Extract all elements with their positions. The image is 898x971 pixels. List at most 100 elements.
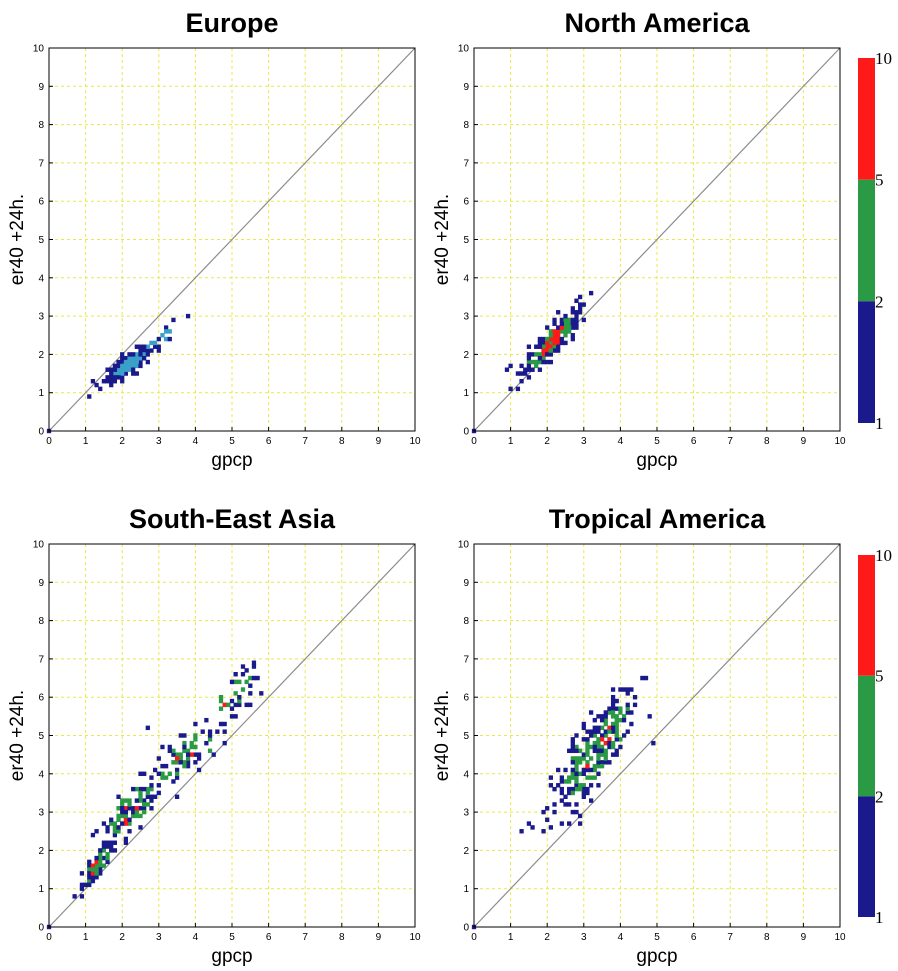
heatmap-cell bbox=[596, 737, 601, 742]
heatmap-cell bbox=[138, 344, 143, 349]
heatmap-cell bbox=[171, 317, 176, 323]
heatmap-cell bbox=[552, 348, 557, 353]
heatmap-cell bbox=[596, 783, 601, 788]
heatmap-cell bbox=[160, 763, 165, 769]
heatmap-cell bbox=[123, 821, 128, 826]
heatmap-cell bbox=[647, 714, 652, 719]
y-axis-label: er40 +24h. bbox=[432, 194, 453, 285]
heatmap-cell bbox=[182, 748, 187, 754]
heatmap-cell bbox=[145, 348, 150, 353]
heatmap-cell bbox=[578, 821, 583, 826]
heatmap-cell bbox=[182, 763, 187, 769]
heatmap-cell bbox=[185, 748, 191, 754]
heatmap-cell bbox=[233, 679, 238, 685]
heatmap-cell bbox=[131, 786, 136, 792]
heatmap-cell bbox=[578, 306, 583, 311]
heatmap-cell bbox=[120, 821, 125, 826]
heatmap-cell bbox=[643, 675, 649, 681]
heatmap-cell bbox=[596, 756, 601, 761]
heatmap-cell bbox=[90, 863, 96, 868]
ticks: 0 1 2 3 4 5 6 7 8 9 10 0 1 2 3 4 5 6 7 8 9 10 bbox=[33, 44, 421, 448]
x-tick-label: 10 bbox=[834, 436, 846, 447]
heatmap-cell bbox=[563, 329, 568, 334]
heatmap-cell bbox=[607, 737, 612, 742]
heatmap-cell bbox=[134, 813, 139, 819]
heatmap-cell bbox=[596, 763, 601, 769]
heatmap-cell bbox=[559, 790, 564, 796]
heatmap-cell bbox=[156, 344, 161, 349]
x-tick-label: 10 bbox=[834, 932, 846, 943]
x-tick-label: 6 bbox=[691, 932, 697, 943]
heatmap-cell bbox=[94, 829, 99, 834]
heatmap-cell bbox=[592, 763, 597, 769]
panel-tropical-america: 0 1 2 3 4 5 6 7 8 9 10 0 1 2 3 4 5 6 7 8 9 10 Tropical America… bbox=[432, 504, 846, 967]
heatmap-cell bbox=[599, 737, 605, 742]
x-tick-label: 5 bbox=[229, 436, 235, 447]
heatmap-cell bbox=[556, 325, 561, 330]
heatmap-cell bbox=[156, 783, 161, 788]
heatmap-cell bbox=[607, 760, 612, 765]
heatmap-cell bbox=[614, 748, 619, 754]
heatmap-cell bbox=[559, 779, 564, 784]
heatmap-cell bbox=[585, 767, 590, 773]
y-axis-label: er40 +24h. bbox=[432, 690, 453, 781]
heatmap-cell bbox=[163, 325, 169, 330]
heatmap-cell bbox=[567, 802, 572, 807]
heatmap-cell bbox=[134, 356, 139, 361]
heatmap-cell bbox=[614, 737, 619, 742]
heatmap-cell bbox=[185, 756, 191, 761]
heatmap-cell bbox=[149, 786, 154, 792]
x-tick-label: 1 bbox=[508, 436, 514, 447]
heatmap-cell bbox=[79, 871, 85, 876]
heatmap-cell bbox=[599, 763, 605, 769]
heatmap-cell bbox=[548, 333, 553, 338]
heatmap-cell bbox=[87, 871, 92, 876]
heatmap-cell bbox=[237, 702, 242, 708]
y-tick-label: 5 bbox=[38, 731, 44, 742]
heatmap-cell bbox=[585, 744, 590, 750]
heatmap-cell bbox=[541, 359, 546, 365]
heatmap-cell bbox=[621, 714, 627, 719]
heatmap-cell bbox=[90, 878, 96, 884]
heatmap-cell bbox=[123, 836, 128, 842]
heatmap-cell bbox=[101, 863, 107, 868]
colorbar: 10 5 2 1 bbox=[858, 546, 892, 927]
heatmap-cell bbox=[552, 340, 557, 346]
heatmap-cell bbox=[149, 806, 154, 811]
heatmap-cell bbox=[105, 825, 110, 830]
heatmap-cell bbox=[556, 348, 561, 353]
y-tick-label: 9 bbox=[463, 82, 469, 93]
heatmap-cell bbox=[552, 329, 557, 334]
heatmap-cell bbox=[563, 325, 568, 330]
y-tick-label: 5 bbox=[463, 235, 469, 246]
heatmap-cell bbox=[134, 359, 139, 365]
heatmap-cell bbox=[218, 694, 224, 700]
heatmap-cell bbox=[116, 363, 121, 369]
x-tick-label: 2 bbox=[544, 932, 550, 943]
heatmap-cell bbox=[599, 733, 605, 738]
heatmap-cell bbox=[537, 367, 543, 372]
heatmap-cell bbox=[98, 871, 103, 876]
heatmap-cell bbox=[127, 363, 132, 369]
heatmap-cell bbox=[174, 771, 180, 777]
heatmap-cell bbox=[90, 378, 96, 384]
x-tick-label: 3 bbox=[581, 436, 587, 447]
heatmap-cell bbox=[112, 848, 118, 853]
heatmap-cell bbox=[563, 340, 568, 346]
heatmap-cell bbox=[244, 702, 249, 708]
heatmap-cell bbox=[585, 786, 590, 792]
heatmap-cell bbox=[578, 302, 583, 307]
heatmap-cells bbox=[471, 290, 594, 434]
y-tick-label: 10 bbox=[33, 540, 45, 551]
y-tick-label: 8 bbox=[38, 120, 44, 131]
heatmap-cell bbox=[599, 717, 605, 723]
heatmap-cell bbox=[134, 352, 139, 357]
heatmap-cell bbox=[567, 325, 572, 330]
heatmap-cell bbox=[526, 344, 532, 349]
heatmap-cell bbox=[610, 752, 616, 757]
colorbar-label: 5 bbox=[875, 667, 884, 686]
y-tick-label: 9 bbox=[38, 82, 44, 93]
heatmap-cell bbox=[570, 336, 575, 342]
heatmap-cell bbox=[87, 394, 92, 399]
heatmap-cell bbox=[596, 760, 601, 765]
